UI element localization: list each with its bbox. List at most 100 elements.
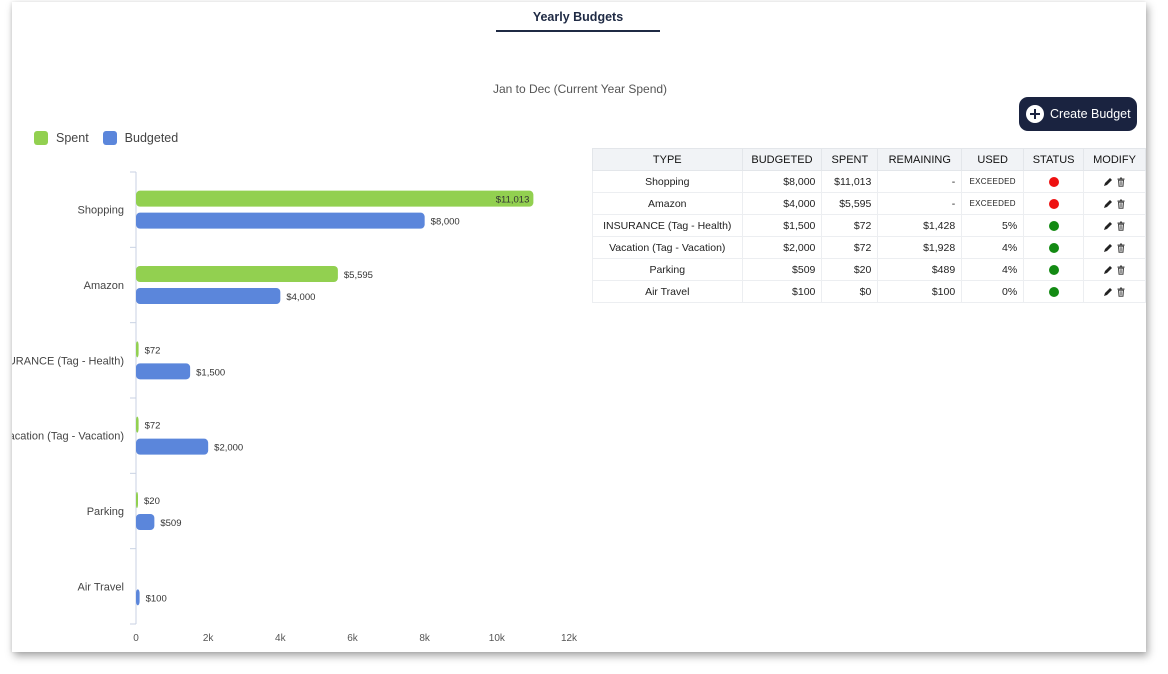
cell-modify [1083, 258, 1146, 281]
cell-spent: $72 [821, 214, 879, 237]
cell-used: 4% [961, 236, 1025, 259]
pencil-icon[interactable] [1103, 265, 1113, 275]
x-tick-label: 10k [489, 633, 506, 644]
cell-type: Shopping [592, 170, 743, 193]
cell-status [1023, 192, 1085, 215]
bar-budgeted [136, 212, 425, 229]
status-dot [1048, 198, 1059, 209]
cell-used: 5% [961, 214, 1025, 237]
cell-budgeted: $509 [741, 258, 823, 281]
column-header-remaining: REMAINING [877, 148, 963, 171]
cell-modify [1083, 192, 1146, 215]
data-label-spent: $20 [144, 496, 160, 507]
category-label: INSURANCE (Tag - Health) [12, 355, 124, 367]
create-budget-button[interactable]: Create Budget [1019, 97, 1137, 131]
bar-budgeted [136, 288, 281, 304]
cell-remaining: - [877, 170, 963, 193]
bar-budgeted [136, 438, 209, 455]
pencil-icon[interactable] [1103, 177, 1113, 187]
cell-status [1023, 280, 1085, 303]
bar-budgeted [136, 589, 140, 606]
cell-budgeted: $2,000 [741, 236, 823, 259]
cell-spent: $11,013 [821, 170, 879, 193]
cell-status [1023, 214, 1085, 237]
cell-budgeted: $1,500 [741, 214, 823, 237]
cell-remaining: $100 [877, 280, 963, 303]
x-tick-label: 2k [203, 633, 215, 644]
trash-icon[interactable] [1116, 287, 1126, 297]
bar-spent [136, 492, 138, 508]
pencil-icon[interactable] [1103, 287, 1113, 297]
cell-remaining: $489 [877, 258, 963, 281]
tab-yearly-budgets[interactable]: Yearly Budgets [532, 10, 624, 24]
trash-icon[interactable] [1116, 199, 1126, 209]
cell-budgeted: $100 [741, 280, 823, 303]
bar-spent [136, 341, 139, 358]
cell-modify [1083, 280, 1146, 303]
category-label: Amazon [84, 280, 124, 292]
column-header-used: USED [961, 148, 1025, 171]
pencil-icon[interactable] [1103, 221, 1113, 231]
category-label: Air Travel [78, 581, 124, 593]
cell-modify [1083, 236, 1146, 259]
legend-item-spent[interactable]: Spent [34, 131, 89, 145]
column-header-budgeted: BUDGETED [741, 148, 823, 171]
x-tick-label: 8k [419, 633, 431, 644]
cell-spent: $72 [821, 236, 879, 259]
trash-icon[interactable] [1116, 265, 1126, 275]
data-label-spent: $5,595 [344, 270, 373, 281]
create-budget-label: Create Budget [1050, 107, 1131, 121]
bar-budgeted [136, 514, 155, 530]
pencil-icon[interactable] [1103, 243, 1113, 253]
trash-icon[interactable] [1116, 177, 1126, 187]
cell-spent: $5,595 [821, 192, 879, 215]
table-row[interactable]: Vacation (Tag - Vacation) $2,000 $72 $1,928… [592, 236, 1146, 259]
table-body: Shopping $8,000 $11,013- EXCEEDED Amazon $4,… [592, 170, 1146, 303]
table-row[interactable]: Parking $509 $20 $489 4% [592, 258, 1146, 281]
data-label-budgeted: $2,000 [214, 443, 243, 454]
data-label-spent: $11,013 [496, 195, 530, 206]
cell-used: EXCEEDED [961, 192, 1025, 215]
cell-modify [1083, 214, 1146, 237]
status-dot [1048, 220, 1059, 231]
data-label-budgeted: $1,500 [196, 367, 225, 378]
cell-remaining: $1,428 [877, 214, 963, 237]
pencil-icon[interactable] [1103, 199, 1113, 209]
bar-spent [136, 416, 139, 433]
column-header-status: STATUS [1023, 148, 1085, 171]
data-label-spent: $72 [145, 421, 161, 432]
budget-bar-chart: Shopping $11,013 $8,000 Amazon $5,595 $4,000 I… [12, 171, 578, 644]
column-header-type: TYPE [592, 148, 743, 171]
x-tick-label: 6k [347, 633, 359, 644]
data-label-budgeted: $4,000 [286, 292, 315, 303]
status-dot [1048, 242, 1059, 253]
trash-icon[interactable] [1116, 243, 1126, 253]
legend-swatch-budgeted [102, 131, 117, 145]
data-label-budgeted: $509 [160, 518, 181, 529]
category-label: Shopping [78, 205, 125, 217]
legend-swatch-spent [34, 131, 48, 145]
budget-table: TYPE BUDGETED SPENT REMAINING USED STATUS MODI… [592, 148, 1146, 303]
cell-used: 0% [961, 280, 1025, 303]
table-row[interactable]: INSURANCE (Tag - Health) $1,500 $72 $1,428 5… [592, 214, 1146, 237]
cell-spent: $0 [821, 280, 879, 303]
table-row[interactable]: Air Travel $100 $0 $100 0% [592, 280, 1146, 303]
plus-circle-icon [1026, 105, 1044, 123]
cell-type: Amazon [592, 192, 743, 215]
cell-type: INSURANCE (Tag - Health) [592, 214, 743, 237]
table-row[interactable]: Shopping $8,000 $11,013- EXCEEDED [592, 170, 1146, 193]
cell-modify [1083, 170, 1146, 193]
cell-used: 4% [961, 258, 1025, 281]
legend-label-budgeted: Budgeted [124, 131, 179, 145]
cell-type: Air Travel [592, 280, 743, 303]
cell-status [1023, 258, 1085, 281]
cell-budgeted: $4,000 [741, 192, 823, 215]
trash-icon[interactable] [1116, 221, 1126, 231]
x-tick-label: 0 [133, 633, 139, 644]
cell-type: Vacation (Tag - Vacation) [592, 236, 743, 259]
legend-item-budgeted[interactable]: Budgeted [102, 131, 179, 145]
table-row[interactable]: Amazon $4,000 $5,595- EXCEEDED [592, 192, 1146, 215]
bar-spent [136, 190, 534, 207]
bar-budgeted [136, 363, 191, 380]
x-tick-label: 12k [561, 633, 578, 644]
